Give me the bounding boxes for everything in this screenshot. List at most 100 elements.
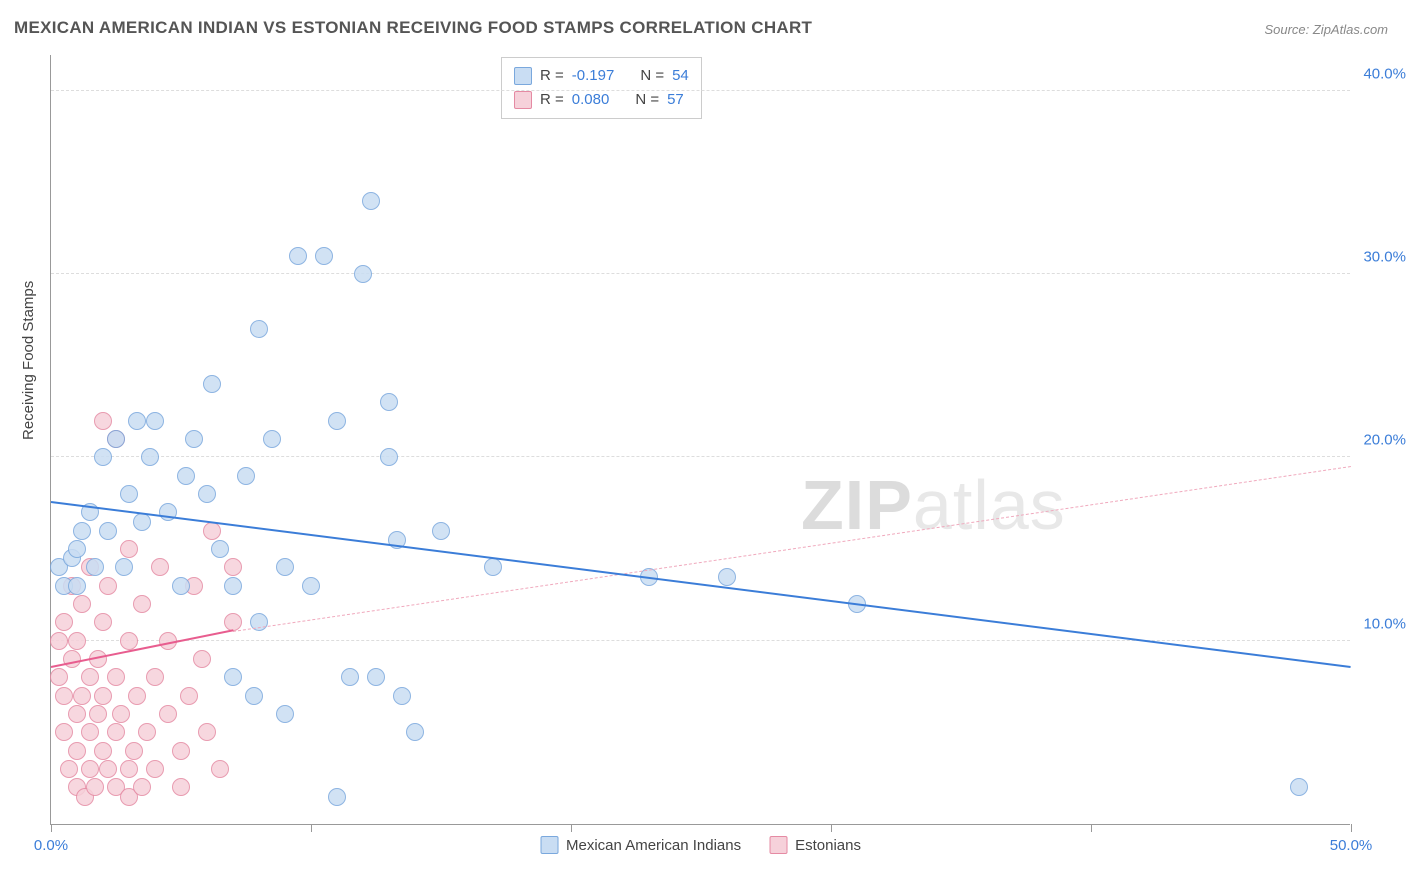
stats-n-value-1: 54 <box>672 64 689 88</box>
estonian-marker <box>68 742 86 760</box>
estonian-marker <box>120 632 138 650</box>
mexican-american-indian-marker <box>68 577 86 595</box>
estonian-marker <box>159 705 177 723</box>
mexican-american-indian-marker <box>99 522 117 540</box>
estonian-marker <box>94 412 112 430</box>
mexican-american-indian-marker <box>177 467 195 485</box>
mexican-american-indian-marker <box>362 192 380 210</box>
gridline <box>51 273 1350 274</box>
mexican-american-indian-marker <box>432 522 450 540</box>
bottom-legend: Mexican American Indians Estonians <box>540 836 861 854</box>
stats-r-label: R = <box>540 88 564 112</box>
stats-r-label: R = <box>540 64 564 88</box>
x-tick <box>831 824 832 832</box>
estonian-marker <box>120 760 138 778</box>
estonian-marker <box>224 558 242 576</box>
mexican-american-indian-marker <box>73 522 91 540</box>
mexican-american-indian-marker <box>341 668 359 686</box>
x-tick <box>571 824 572 832</box>
watermark: ZIPatlas <box>801 465 1066 545</box>
estonian-marker <box>198 723 216 741</box>
legend-item-2: Estonians <box>769 836 861 854</box>
swatch-series2 <box>514 91 532 109</box>
estonian-marker <box>55 687 73 705</box>
mexican-american-indian-marker <box>380 448 398 466</box>
x-tick <box>1351 824 1352 832</box>
stats-r-value-1: -0.197 <box>572 64 615 88</box>
mexican-american-indian-marker <box>354 265 372 283</box>
mexican-american-indian-marker <box>224 668 242 686</box>
estonian-marker <box>172 742 190 760</box>
mexican-american-indian-marker <box>380 393 398 411</box>
mexican-american-indian-marker <box>86 558 104 576</box>
mexican-american-indian-marker <box>315 247 333 265</box>
estonian-marker <box>55 613 73 631</box>
mexican-american-indian-marker <box>237 467 255 485</box>
estonian-marker <box>133 778 151 796</box>
estonian-marker <box>94 613 112 631</box>
estonian-marker <box>81 723 99 741</box>
mexican-american-indian-marker <box>115 558 133 576</box>
x-tick <box>51 824 52 832</box>
stats-n-label: N = <box>640 64 664 88</box>
mexican-american-indian-marker <box>68 540 86 558</box>
estonian-marker <box>107 723 125 741</box>
estonian-marker <box>211 760 229 778</box>
x-tick <box>1091 824 1092 832</box>
y-axis-label: Receiving Food Stamps <box>20 281 37 440</box>
mexican-american-indian-marker <box>328 788 346 806</box>
estonian-marker <box>180 687 198 705</box>
estonian-marker <box>50 632 68 650</box>
mexican-american-indian-marker <box>328 412 346 430</box>
stats-row-series2: R = 0.080 N = 57 <box>514 88 689 112</box>
estonian-marker <box>89 705 107 723</box>
mexican-american-indian-marker <box>484 558 502 576</box>
mexican-american-indian-marker <box>263 430 281 448</box>
y-tick-label: 10.0% <box>1363 615 1406 632</box>
source-attribution: Source: ZipAtlas.com <box>1264 22 1388 37</box>
x-tick-label: 0.0% <box>34 837 68 854</box>
estonian-marker <box>73 687 91 705</box>
estonian-marker <box>94 742 112 760</box>
mexican-american-indian-marker <box>203 375 221 393</box>
x-tick-label: 50.0% <box>1330 837 1373 854</box>
stats-r-value-2: 0.080 <box>572 88 610 112</box>
x-tick <box>311 824 312 832</box>
legend-swatch-2 <box>769 836 787 854</box>
estonian-marker <box>224 613 242 631</box>
mexican-american-indian-marker <box>94 448 112 466</box>
y-tick-label: 20.0% <box>1363 432 1406 449</box>
mexican-american-indian-marker <box>198 485 216 503</box>
estonian-marker <box>107 668 125 686</box>
estonian-marker <box>50 668 68 686</box>
swatch-series1 <box>514 67 532 85</box>
mexican-american-indian-marker <box>172 577 190 595</box>
estonian-marker <box>128 687 146 705</box>
mexican-american-indian-marker <box>276 558 294 576</box>
mexican-american-indian-marker <box>289 247 307 265</box>
estonian-marker <box>81 760 99 778</box>
estonian-marker <box>60 760 78 778</box>
estonian-marker <box>99 760 117 778</box>
legend-item-1: Mexican American Indians <box>540 836 741 854</box>
estonian-marker <box>193 650 211 668</box>
stats-n-label: N = <box>635 88 659 112</box>
trend-estonian-dashed <box>233 466 1351 632</box>
estonian-marker <box>138 723 156 741</box>
mexican-american-indian-marker <box>406 723 424 741</box>
y-tick-label: 30.0% <box>1363 249 1406 266</box>
trend-mexican-american-indian <box>51 501 1351 668</box>
watermark-atlas: atlas <box>913 466 1066 544</box>
mexican-american-indian-marker <box>718 568 736 586</box>
stats-legend-box: R = -0.197 N = 54 R = 0.080 N = 57 <box>501 57 702 119</box>
estonian-marker <box>99 577 117 595</box>
mexican-american-indian-marker <box>224 577 242 595</box>
estonian-marker <box>112 705 130 723</box>
estonian-marker <box>146 668 164 686</box>
mexican-american-indian-marker <box>367 668 385 686</box>
estonian-marker <box>120 540 138 558</box>
estonian-marker <box>63 650 81 668</box>
estonian-marker <box>81 668 99 686</box>
estonian-marker <box>86 778 104 796</box>
estonian-marker <box>151 558 169 576</box>
